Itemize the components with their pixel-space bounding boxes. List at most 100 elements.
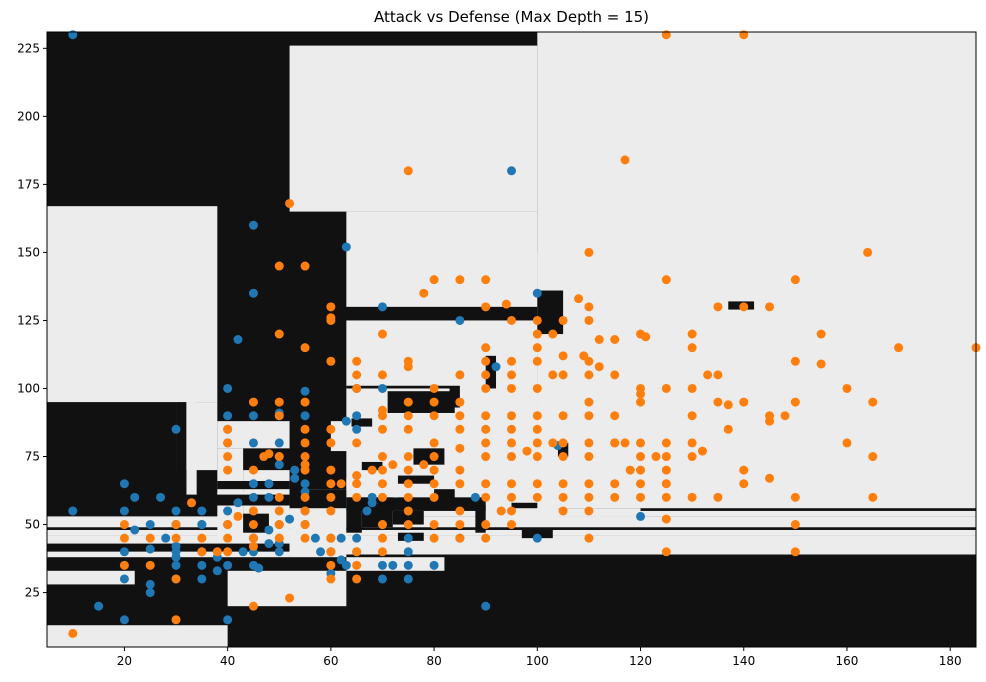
- data-point-class-0: [300, 411, 310, 421]
- data-point-class-1: [739, 479, 749, 489]
- data-point-class-1: [145, 560, 155, 570]
- region-class-1: [47, 625, 228, 647]
- data-point-class-1: [300, 452, 310, 462]
- data-point-class-1: [326, 356, 336, 366]
- data-point-class-0: [367, 498, 377, 508]
- data-point-class-0: [145, 544, 155, 554]
- region-class-0: [557, 442, 569, 457]
- data-point-class-1: [765, 416, 775, 426]
- data-point-class-0: [403, 533, 413, 543]
- data-point-class-1: [300, 492, 310, 502]
- data-point-class-1: [326, 574, 336, 584]
- data-point-class-1: [455, 275, 465, 285]
- data-point-class-1: [248, 541, 258, 551]
- data-point-class-0: [352, 424, 362, 434]
- data-point-class-1: [532, 343, 542, 353]
- data-point-class-1: [496, 506, 506, 516]
- data-point-class-1: [481, 411, 491, 421]
- data-point-class-1: [481, 356, 491, 366]
- data-point-class-1: [403, 465, 413, 475]
- x-tick-label: 140: [732, 654, 755, 668]
- data-point-class-1: [429, 397, 439, 407]
- data-point-class-1: [300, 533, 310, 543]
- data-point-class-1: [429, 275, 439, 285]
- data-point-class-1: [274, 492, 284, 502]
- data-point-class-0: [212, 566, 222, 576]
- data-point-class-1: [455, 411, 465, 421]
- data-point-class-1: [326, 479, 336, 489]
- data-point-class-1: [594, 335, 604, 344]
- data-point-class-1: [300, 506, 310, 516]
- data-point-class-0: [377, 383, 387, 393]
- data-point-class-0: [197, 520, 207, 530]
- data-point-class-0: [290, 473, 300, 483]
- data-point-class-1: [532, 424, 542, 434]
- data-point-class-1: [507, 520, 516, 530]
- data-point-class-1: [300, 438, 310, 448]
- data-point-class-0: [248, 492, 258, 502]
- data-point-class-0: [68, 506, 78, 516]
- region-class-1: [186, 402, 197, 503]
- data-point-class-0: [274, 460, 284, 470]
- data-point-class-1: [548, 370, 558, 380]
- data-point-class-1: [377, 329, 387, 339]
- data-point-class-1: [661, 492, 671, 502]
- data-point-class-1: [481, 492, 491, 502]
- data-point-class-1: [233, 511, 243, 521]
- region-class-0: [434, 489, 455, 503]
- data-point-class-0: [254, 563, 264, 573]
- data-point-class-1: [584, 506, 594, 516]
- data-point-class-1: [145, 533, 155, 543]
- decision-regions: [47, 32, 976, 647]
- data-point-class-1: [558, 411, 568, 421]
- data-point-class-1: [326, 560, 336, 570]
- data-point-class-0: [290, 465, 300, 475]
- data-point-class-0: [248, 411, 258, 421]
- data-point-class-1: [352, 560, 362, 570]
- data-point-class-1: [780, 411, 790, 421]
- data-point-class-1: [507, 452, 516, 462]
- data-point-class-1: [429, 438, 439, 448]
- data-point-class-1: [403, 506, 413, 516]
- data-point-class-1: [584, 247, 594, 257]
- data-point-class-1: [610, 492, 620, 502]
- data-point-class-1: [507, 411, 516, 421]
- data-point-class-1: [403, 411, 413, 421]
- data-point-class-0: [403, 574, 413, 584]
- data-point-class-1: [336, 479, 346, 489]
- data-point-class-1: [274, 506, 284, 516]
- data-point-class-1: [264, 449, 274, 459]
- data-point-class-1: [481, 438, 491, 448]
- data-point-class-1: [285, 198, 295, 208]
- data-point-class-1: [285, 593, 295, 603]
- data-point-class-0: [341, 242, 351, 252]
- y-tick-label: 200: [17, 109, 40, 123]
- data-point-class-0: [145, 579, 155, 589]
- data-point-class-1: [790, 520, 800, 530]
- data-point-class-1: [403, 424, 413, 434]
- data-point-class-0: [352, 533, 362, 543]
- data-point-class-1: [377, 405, 387, 415]
- data-point-class-1: [739, 302, 749, 312]
- data-point-class-1: [507, 315, 516, 325]
- data-point-class-1: [584, 356, 594, 366]
- plot-frame: [46, 31, 977, 648]
- region-class-0: [351, 418, 373, 427]
- data-point-class-0: [300, 386, 310, 396]
- x-tick-label: 20: [117, 654, 132, 668]
- data-point-class-0: [341, 560, 351, 570]
- data-point-class-0: [238, 547, 248, 557]
- data-point-class-1: [326, 302, 336, 312]
- data-point-class-1: [584, 492, 594, 502]
- data-point-class-1: [790, 492, 800, 502]
- data-point-class-1: [300, 343, 310, 353]
- data-point-class-1: [119, 533, 129, 543]
- data-point-class-1: [274, 397, 284, 407]
- data-point-class-1: [687, 329, 697, 339]
- data-point-class-1: [326, 506, 336, 516]
- data-point-class-1: [507, 424, 516, 434]
- region-class-0: [449, 388, 460, 408]
- data-point-class-1: [610, 370, 620, 380]
- data-point-class-1: [274, 411, 284, 421]
- data-point-class-1: [248, 506, 258, 516]
